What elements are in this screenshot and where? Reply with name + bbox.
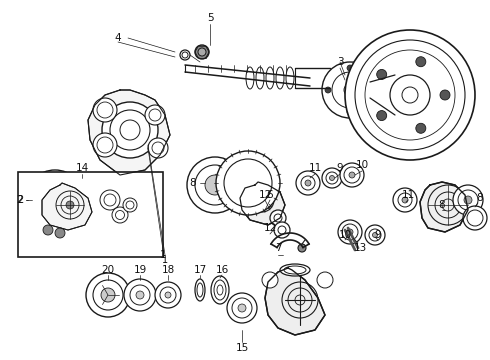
Circle shape: [86, 273, 130, 317]
Circle shape: [270, 210, 286, 226]
Circle shape: [112, 207, 128, 223]
Circle shape: [66, 201, 74, 209]
Circle shape: [416, 57, 426, 67]
Text: 18: 18: [161, 265, 174, 275]
Circle shape: [296, 171, 320, 195]
Circle shape: [93, 98, 117, 122]
Circle shape: [93, 133, 117, 157]
Circle shape: [345, 30, 475, 160]
Circle shape: [205, 175, 225, 195]
Circle shape: [349, 172, 355, 178]
Text: 12: 12: [264, 223, 277, 233]
Circle shape: [254, 192, 258, 195]
Circle shape: [464, 196, 472, 204]
Circle shape: [262, 272, 278, 288]
Circle shape: [216, 151, 280, 215]
Ellipse shape: [211, 276, 229, 304]
Circle shape: [198, 48, 206, 56]
Text: 2: 2: [17, 195, 24, 205]
Circle shape: [340, 163, 364, 187]
Circle shape: [347, 229, 353, 235]
Text: 1: 1: [162, 255, 168, 265]
Text: 9: 9: [375, 230, 381, 240]
Circle shape: [377, 111, 387, 121]
Circle shape: [440, 90, 450, 100]
Circle shape: [416, 123, 426, 133]
Text: 7: 7: [275, 243, 281, 253]
Circle shape: [227, 293, 257, 323]
Text: 3: 3: [337, 57, 343, 67]
Polygon shape: [88, 90, 170, 175]
Polygon shape: [42, 183, 92, 230]
Circle shape: [267, 204, 270, 208]
Circle shape: [187, 157, 243, 213]
Text: 19: 19: [133, 265, 147, 275]
Text: 2: 2: [17, 195, 23, 205]
Circle shape: [145, 105, 165, 125]
Circle shape: [25, 170, 85, 230]
Circle shape: [55, 228, 65, 238]
Circle shape: [377, 69, 387, 80]
Ellipse shape: [195, 279, 205, 301]
Circle shape: [43, 225, 53, 235]
Circle shape: [238, 304, 246, 312]
Circle shape: [101, 288, 115, 302]
Circle shape: [402, 197, 408, 203]
Circle shape: [365, 225, 385, 245]
Polygon shape: [420, 182, 468, 232]
Circle shape: [322, 62, 378, 118]
Circle shape: [124, 279, 156, 311]
Text: 1: 1: [160, 250, 166, 260]
Text: 9: 9: [337, 163, 343, 173]
Text: 6: 6: [267, 190, 273, 200]
Text: 10: 10: [355, 160, 368, 170]
Circle shape: [148, 138, 168, 158]
Text: 11: 11: [401, 190, 415, 200]
Circle shape: [347, 65, 353, 71]
Bar: [18, 172, 163, 257]
Circle shape: [329, 175, 335, 180]
Text: 8: 8: [190, 178, 196, 188]
Text: 13: 13: [353, 243, 367, 253]
Text: 8: 8: [477, 193, 483, 203]
Text: 4: 4: [115, 33, 122, 43]
Circle shape: [267, 192, 270, 195]
Text: 12: 12: [258, 190, 271, 200]
Circle shape: [372, 233, 377, 238]
Circle shape: [322, 168, 342, 188]
Circle shape: [453, 185, 483, 215]
Circle shape: [136, 291, 144, 299]
Polygon shape: [265, 268, 325, 335]
Circle shape: [463, 206, 487, 230]
Circle shape: [317, 272, 333, 288]
Circle shape: [369, 87, 375, 93]
Text: 16: 16: [216, 265, 229, 275]
Circle shape: [347, 109, 353, 115]
Circle shape: [274, 222, 290, 238]
Circle shape: [100, 190, 120, 210]
Text: 11: 11: [308, 163, 321, 173]
Circle shape: [338, 220, 362, 244]
Text: 5: 5: [207, 13, 213, 23]
Polygon shape: [240, 182, 285, 225]
Circle shape: [155, 282, 181, 308]
Circle shape: [393, 188, 417, 212]
Circle shape: [195, 45, 209, 59]
Text: 8: 8: [439, 200, 445, 210]
Text: 10: 10: [339, 230, 351, 240]
Circle shape: [165, 292, 171, 298]
Circle shape: [254, 204, 258, 208]
Text: 14: 14: [75, 163, 89, 173]
Circle shape: [102, 102, 158, 158]
Circle shape: [123, 198, 137, 212]
Circle shape: [305, 180, 311, 186]
Text: 20: 20: [101, 265, 115, 275]
Ellipse shape: [280, 264, 310, 276]
Text: 15: 15: [235, 343, 248, 353]
Text: 17: 17: [194, 265, 207, 275]
Circle shape: [325, 87, 331, 93]
Circle shape: [298, 244, 306, 252]
